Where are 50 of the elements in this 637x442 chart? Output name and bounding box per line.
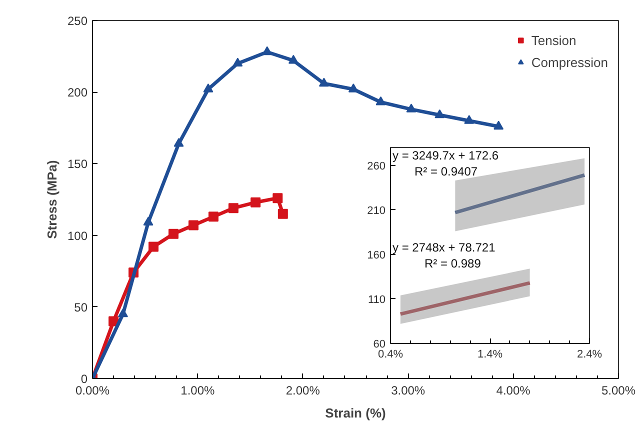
x-tick-label: 2.4% [576,348,602,360]
annotation: R² = 0.989 [424,256,482,270]
point [174,138,184,147]
y-tick-label: 250 [67,14,88,28]
annotation: y = 3249.7x + 172.6 [392,148,499,162]
y-tick-label: 210 [367,204,386,217]
y-tick-label: 260 [367,160,386,172]
legend-label: Compression [531,54,608,70]
point [318,78,329,87]
point [278,208,288,219]
y-tick-label: 110 [368,294,386,306]
x-tick-label: 0.00% [75,384,110,398]
point [250,197,261,208]
x-tick-label: 1.00% [180,384,216,398]
point [434,109,445,118]
x-tick-label: 3.00% [391,384,426,398]
point [376,96,386,106]
annotation: y = 2748x + 78.721 [392,240,496,254]
point [143,216,154,226]
point [232,58,243,67]
point [148,242,159,252]
point [208,212,218,222]
y-tick-label: 100 [67,228,88,243]
point [262,46,272,56]
point [228,203,238,214]
y-tick-label: 0 [80,372,88,386]
point [406,104,416,112]
point [348,84,358,92]
y-tick-label: 150 [67,157,88,172]
point [168,228,179,239]
annotation: R² = 0.9407 [414,164,478,178]
y-tick-label: 200 [67,86,88,100]
point [188,220,198,230]
y-tick-label: 60 [373,338,386,350]
legend-label: Tension [531,32,576,48]
x-tick-label: 2.00% [286,384,320,398]
point [108,316,119,326]
x-tick-label: 4.00% [496,384,531,398]
point [272,193,283,204]
y-axis-title: Stress (MPa) [44,160,60,239]
point [494,120,504,130]
point [464,115,474,124]
point [203,84,214,92]
point [288,54,298,64]
x-tick-label: 5.00% [601,384,636,398]
y-tick-label: 160 [367,249,386,262]
x-axis-title: Strain (%) [325,406,386,420]
x-tick-label: 0.4% [378,348,404,360]
x-tick-label: 1.4% [477,348,503,360]
y-tick-label: 50 [74,300,88,314]
